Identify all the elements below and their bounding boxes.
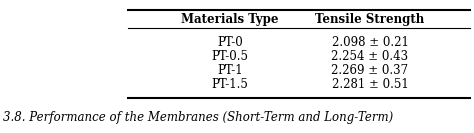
Text: 2.269 ± 0.37: 2.269 ± 0.37: [331, 65, 409, 78]
Text: PT-0.5: PT-0.5: [211, 51, 248, 63]
Text: PT-1: PT-1: [217, 65, 243, 78]
Text: Materials Type: Materials Type: [181, 13, 279, 26]
Text: 2.098 ± 0.21: 2.098 ± 0.21: [331, 36, 409, 49]
Text: 2.254 ± 0.43: 2.254 ± 0.43: [331, 51, 409, 63]
Text: Tensile Strength: Tensile Strength: [315, 13, 425, 26]
Text: 2.281 ± 0.51: 2.281 ± 0.51: [332, 78, 409, 92]
Text: 3.8. Performance of the Membranes (Short-Term and Long-Term): 3.8. Performance of the Membranes (Short…: [3, 111, 393, 124]
Text: PT-1.5: PT-1.5: [211, 78, 248, 92]
Text: PT-0: PT-0: [217, 36, 243, 49]
